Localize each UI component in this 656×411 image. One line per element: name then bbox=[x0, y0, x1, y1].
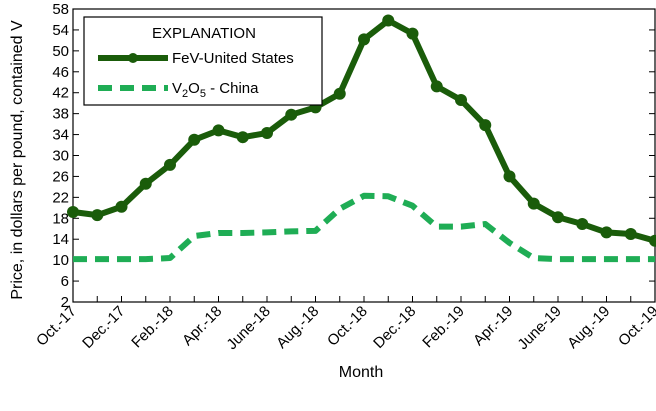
y-tick-label: 6 bbox=[61, 273, 69, 290]
x-tick-label: Aug.-19 bbox=[564, 303, 613, 352]
legend-v2o5-sub1: 2 bbox=[182, 88, 188, 100]
x-tick-label: Oct.-17 bbox=[33, 303, 80, 350]
legend: EXPLANATION FeV-United States V2O5 - Chi… bbox=[83, 16, 323, 106]
data-point-fev bbox=[455, 94, 467, 107]
data-point-fev bbox=[649, 234, 656, 247]
x-tick-label: Feb.-18 bbox=[128, 303, 177, 352]
y-tick-label: 58 bbox=[52, 1, 69, 18]
data-point-fev bbox=[406, 27, 419, 40]
data-point-fev bbox=[552, 211, 564, 224]
y-axis-title: Price, in dollars per pound, contained V bbox=[9, 20, 26, 300]
data-point-fev bbox=[261, 127, 273, 140]
data-point-fev bbox=[479, 119, 492, 132]
data-point-fev bbox=[188, 133, 201, 146]
data-point-fev bbox=[576, 218, 589, 231]
x-axis-title: Month bbox=[339, 364, 383, 381]
data-point-fev bbox=[430, 80, 443, 93]
x-tick-label: Apr.-19 bbox=[470, 303, 516, 349]
series-layer bbox=[67, 14, 656, 263]
data-point-fev bbox=[67, 206, 79, 219]
legend-v2o5-sub2: 5 bbox=[200, 88, 206, 100]
x-tick-label: Apr.-18 bbox=[179, 303, 225, 349]
x-tick-label: Dec.-17 bbox=[79, 303, 128, 352]
y-tick-label: 18 bbox=[52, 210, 69, 227]
x-tick-label: June-18 bbox=[223, 303, 273, 353]
y-tick-label: 46 bbox=[52, 64, 69, 81]
data-point-fev bbox=[212, 124, 225, 137]
y-tick-label: 42 bbox=[52, 85, 69, 102]
data-point-fev bbox=[624, 227, 637, 240]
data-point-fev bbox=[139, 177, 152, 190]
data-point-fev bbox=[115, 200, 128, 213]
x-tick-label: Oct.-18 bbox=[324, 303, 371, 350]
y-tick-label: 14 bbox=[52, 231, 69, 248]
data-point-fev bbox=[358, 33, 370, 46]
x-tick-label: Feb.-19 bbox=[419, 303, 468, 352]
y-tick-label: 22 bbox=[52, 189, 69, 206]
y-tick-label: 38 bbox=[52, 106, 69, 123]
y-tick-label: 26 bbox=[52, 168, 69, 185]
data-point-fev bbox=[164, 158, 176, 171]
y-tick-label: 2 bbox=[61, 294, 69, 311]
data-point-fev bbox=[91, 209, 104, 222]
series-line-v2o5 bbox=[73, 192, 655, 263]
y-tick-label: 10 bbox=[52, 252, 69, 269]
y-tick-label: 30 bbox=[52, 148, 69, 165]
x-tick-label: Oct.-19 bbox=[615, 303, 656, 350]
x-tick-label: June-19 bbox=[514, 303, 564, 353]
legend-marker-fev bbox=[128, 53, 138, 63]
data-point-fev bbox=[285, 108, 298, 121]
data-point-fev bbox=[503, 170, 516, 183]
data-point-fev bbox=[333, 87, 346, 100]
x-tick-label: Dec.-18 bbox=[370, 303, 419, 352]
x-tick-label: Aug.-18 bbox=[273, 303, 322, 352]
data-point-fev bbox=[382, 14, 395, 27]
data-point-fev bbox=[600, 226, 613, 239]
legend-v2o5-v: V bbox=[172, 80, 182, 97]
y-tick-label: 54 bbox=[52, 22, 69, 39]
legend-title: EXPLANATION bbox=[152, 25, 256, 42]
legend-label-fev: FeV-United States bbox=[172, 50, 294, 67]
y-tick-label: 50 bbox=[52, 43, 69, 60]
data-point-fev bbox=[236, 131, 249, 144]
y-tick-label: 34 bbox=[52, 127, 69, 144]
legend-label-v2o5: V2O5 - China bbox=[172, 80, 259, 100]
legend-v2o5-rest: - China bbox=[206, 80, 259, 97]
legend-v2o5-o: O bbox=[188, 80, 200, 97]
data-point-fev bbox=[527, 197, 540, 210]
